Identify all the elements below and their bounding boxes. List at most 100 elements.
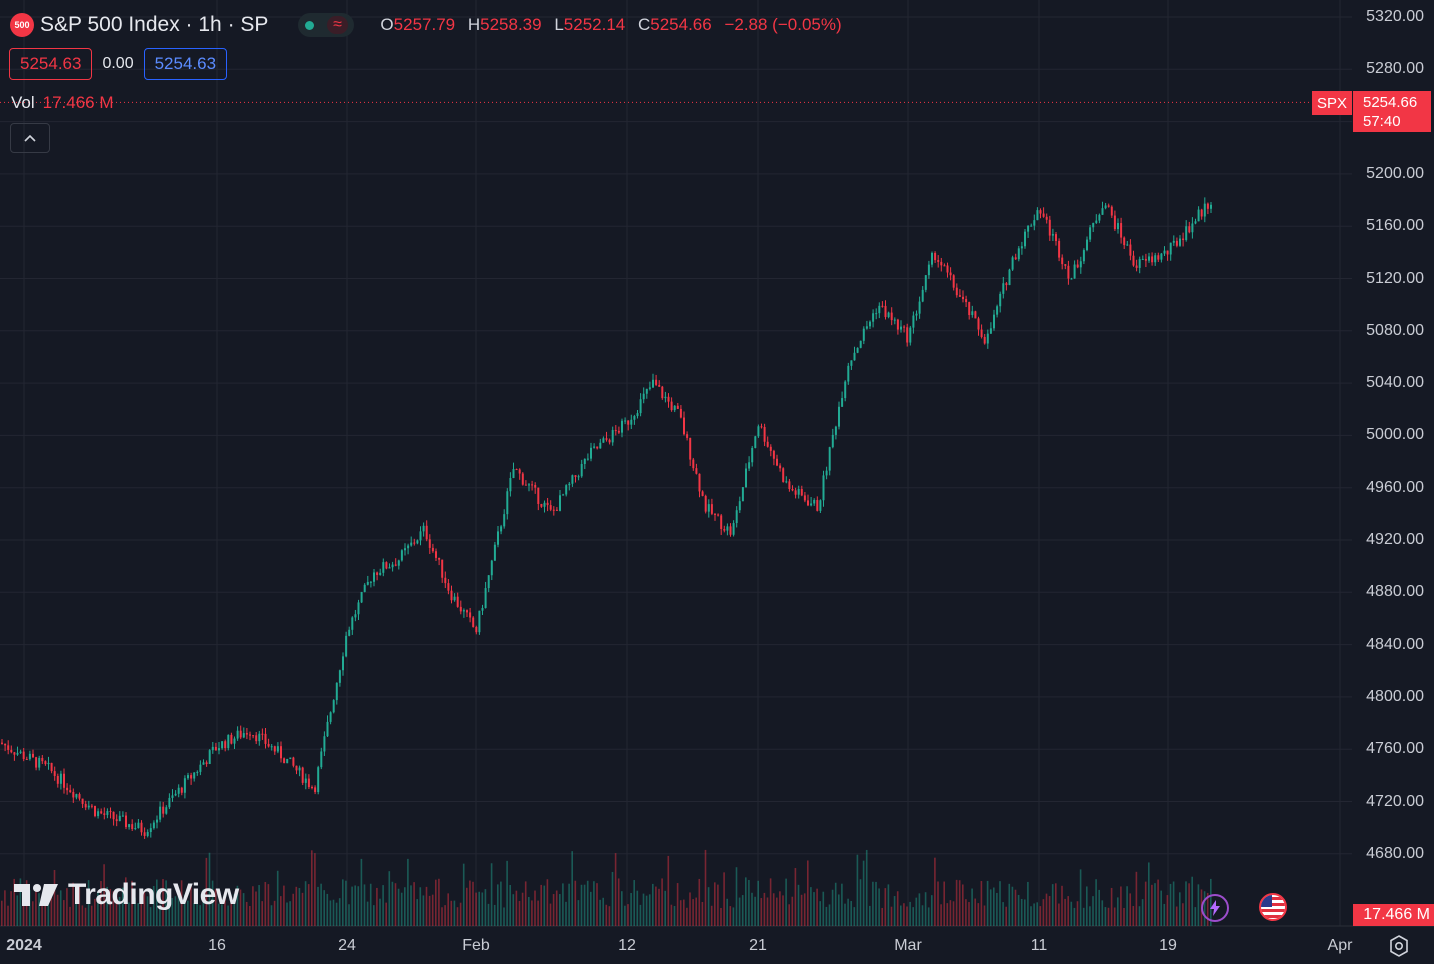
volume-bar	[1067, 896, 1069, 926]
candle-body	[478, 610, 481, 633]
candle-body	[63, 773, 65, 788]
volume-bar	[81, 905, 84, 926]
volume-bar	[459, 902, 462, 926]
volume-bar	[577, 900, 580, 926]
volume-bar	[196, 890, 198, 926]
sell-button[interactable]: 5254.63	[9, 48, 93, 80]
candle-body	[844, 381, 847, 399]
gear-icon[interactable]	[1387, 934, 1411, 958]
volume-bar	[391, 881, 394, 926]
volume-bar	[1079, 869, 1082, 926]
volume-bar	[280, 896, 282, 926]
volume-bar	[311, 850, 313, 926]
price-tick-label: 5000.00	[1366, 426, 1424, 444]
market-status-pill[interactable]: ≈	[298, 13, 355, 37]
volume-bar	[100, 881, 102, 926]
candle-body	[1107, 205, 1110, 207]
volume-bar	[537, 900, 539, 926]
volume-bar	[35, 887, 37, 926]
volume-bar	[751, 892, 753, 926]
candle-body	[782, 468, 785, 482]
candle-body	[295, 765, 298, 771]
candle-body	[233, 738, 236, 744]
candle-body	[425, 525, 428, 540]
candle-body	[878, 305, 881, 314]
candle-body	[1079, 261, 1082, 268]
collapse-legend-button[interactable]	[10, 123, 50, 153]
candle-body	[292, 757, 295, 766]
volume-bar	[351, 886, 353, 926]
candle-body	[75, 794, 78, 798]
candle-body	[376, 572, 379, 575]
candle-body	[348, 629, 351, 636]
volume-bar	[373, 905, 375, 926]
symbol-logo[interactable]: 500	[10, 13, 34, 37]
volume-legend[interactable]: Vol 17.466 M	[11, 93, 114, 113]
candle-body	[1141, 258, 1144, 260]
volume-bar	[872, 881, 874, 926]
symbol-header: 500 S&P 500 Index · 1h · SP ≈ O5257.79 H…	[10, 10, 842, 40]
volume-bar	[385, 902, 387, 926]
high-label: H	[467, 15, 481, 34]
volume-bar	[590, 891, 592, 926]
volume-bar	[490, 863, 493, 926]
candle-body	[66, 787, 69, 791]
volume-bar	[162, 879, 164, 926]
candle-body	[701, 491, 704, 496]
candle-body	[738, 501, 741, 511]
volume-bar	[707, 887, 710, 926]
candle-body	[258, 733, 261, 742]
candle-body	[1036, 210, 1039, 221]
volume-bar	[87, 880, 90, 926]
volume-bar	[912, 907, 914, 926]
close-label: C	[637, 15, 651, 34]
volume-bar	[128, 902, 130, 926]
volume-bar	[1197, 884, 1200, 926]
us-flag-icon[interactable]	[1259, 893, 1287, 921]
volume-bar	[859, 879, 862, 926]
candle-body	[351, 617, 354, 630]
volume-bar	[134, 897, 136, 926]
candle-body	[633, 416, 636, 420]
volume-value: 17.466 M	[42, 93, 114, 112]
candle-body	[13, 752, 16, 755]
volume-bar	[1030, 906, 1032, 926]
price-tick-label: 4760.00	[1366, 740, 1424, 758]
volume-bar	[862, 860, 865, 926]
candle-body	[785, 481, 788, 483]
volume-bar	[834, 882, 837, 926]
volume-bars	[1, 849, 1212, 926]
candle-body	[183, 778, 186, 793]
candle-body	[487, 575, 490, 589]
candle-body	[273, 746, 276, 752]
volume-bar	[106, 886, 108, 926]
buy-button[interactable]: 5254.63	[143, 48, 228, 80]
candle-body	[78, 794, 81, 799]
volume-bar	[255, 891, 257, 926]
volume-bar	[484, 889, 487, 926]
volume-bar	[850, 901, 852, 926]
volume-bar	[962, 884, 964, 926]
candle-body	[803, 495, 806, 501]
candle-body	[490, 560, 493, 576]
volume-bar	[531, 900, 533, 926]
volume-bar	[56, 894, 59, 926]
candle-body	[1064, 264, 1067, 266]
volume-bar	[156, 879, 158, 926]
candle-body	[748, 462, 751, 469]
candle-body	[667, 396, 670, 402]
symbol-title[interactable]: S&P 500 Index · 1h · SP	[40, 13, 269, 36]
volume-bar	[534, 890, 536, 926]
candle-body	[732, 523, 735, 535]
volume-bar	[896, 891, 899, 926]
volume-bar	[283, 885, 285, 926]
candle-body	[937, 260, 940, 262]
candle-body	[128, 824, 131, 828]
volume-bar	[292, 893, 294, 926]
volume-bar	[720, 907, 722, 926]
lightning-icon[interactable]	[1201, 894, 1229, 922]
candle-body	[1067, 265, 1070, 279]
volume-bar	[692, 899, 694, 926]
tradingview-logo[interactable]: TradingView	[14, 878, 239, 912]
